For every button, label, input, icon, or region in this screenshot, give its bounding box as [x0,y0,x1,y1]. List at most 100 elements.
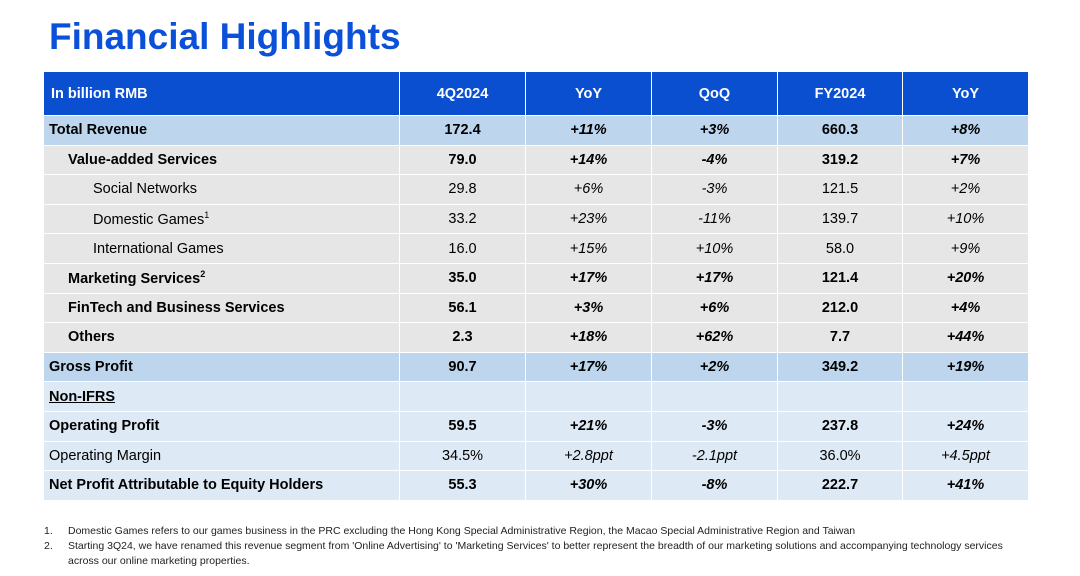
footnote-marker: 1 [204,210,210,221]
header-yoy-quarter: YoY [526,72,652,116]
cell-fy2024: 660.3 [778,116,903,146]
cell-qoq: +62% [652,323,778,353]
header-qoq: QoQ [652,72,778,116]
header-yoy-year: YoY [903,72,1029,116]
row-label: Others [44,323,400,353]
cell-qoq: +17% [652,263,778,294]
cell-qoq: +10% [652,234,778,264]
cell-fy2024: 58.0 [778,234,903,264]
cell-qoq: -8% [652,471,778,501]
cell-4q2024: 59.5 [400,411,526,442]
header-unit: In billion RMB [44,72,400,116]
cell-qoq: -4% [652,145,778,176]
cell-fy2024: 36.0% [778,441,903,472]
footnote-marker: 2 [200,269,206,280]
empty-cell [652,382,778,412]
cell-yoy-year: +44% [903,323,1029,353]
table-header-row: In billion RMB 4Q2024 YoY QoQ FY2024 YoY [44,72,1029,116]
table-row: International Games 16.0 +15% +10% 58.0 … [44,234,1029,264]
table-row: Operating Profit 59.5 +21% -3% 237.8 +24… [44,411,1029,442]
cell-yoy-year: +24% [903,411,1029,442]
cell-yoy-quarter: +21% [526,411,652,442]
row-label: Domestic Games1 [44,204,400,235]
empty-cell [903,382,1029,412]
footnote-2: 2. Starting 3Q24, we have renamed this r… [44,539,1034,569]
cell-fy2024: 139.7 [778,204,903,235]
cell-yoy-quarter: +14% [526,145,652,176]
empty-cell [778,382,903,412]
cell-yoy-quarter: +11% [526,116,652,146]
cell-yoy-quarter: +3% [526,293,652,324]
table-row: Others 2.3 +18% +62% 7.7 +44% [44,323,1029,353]
cell-yoy-quarter: +17% [526,352,652,383]
row-label: International Games [44,234,400,264]
row-label: FinTech and Business Services [44,293,400,324]
cell-fy2024: 319.2 [778,145,903,176]
cell-yoy-quarter: +23% [526,204,652,235]
header-4q2024: 4Q2024 [400,72,526,116]
cell-yoy-year: +2% [903,175,1029,205]
cell-yoy-year: +4% [903,293,1029,324]
table-row: Operating Margin 34.5% +2.8ppt -2.1ppt 3… [44,441,1029,472]
footnote-number: 2. [44,540,53,552]
section-label-text: Non-IFRS [49,388,116,405]
cell-yoy-quarter: +6% [526,175,652,205]
cell-fy2024: 121.4 [778,263,903,294]
row-label-text: Marketing Services [68,271,201,288]
cell-4q2024: 29.8 [400,175,526,205]
cell-yoy-year: +19% [903,352,1029,383]
cell-4q2024: 35.0 [400,263,526,294]
table-row: Value-added Services 79.0 +14% -4% 319.2… [44,145,1029,176]
cell-yoy-year: +9% [903,234,1029,264]
cell-yoy-year: +7% [903,145,1029,176]
cell-4q2024: 79.0 [400,145,526,176]
cell-yoy-quarter: +30% [526,471,652,501]
cell-fy2024: 349.2 [778,352,903,383]
table-row: Social Networks 29.8 +6% -3% 121.5 +2% [44,175,1029,205]
cell-4q2024: 2.3 [400,323,526,353]
cell-yoy-quarter: +18% [526,323,652,353]
table-row: Gross Profit 90.7 +17% +2% 349.2 +19% [44,352,1029,383]
table-row: Marketing Services2 35.0 +17% +17% 121.4… [44,263,1029,294]
cell-4q2024: 55.3 [400,471,526,501]
header-fy2024: FY2024 [778,72,903,116]
page-title: Financial Highlights [49,16,401,57]
row-label: Social Networks [44,175,400,205]
cell-4q2024: 33.2 [400,204,526,235]
footnote-text: Starting 3Q24, we have renamed this reve… [68,540,1003,567]
empty-cell [526,382,652,412]
table-row: Domestic Games1 33.2 +23% -11% 139.7 +10… [44,204,1029,235]
cell-fy2024: 237.8 [778,411,903,442]
row-label: Total Revenue [44,116,400,146]
section-label: Non-IFRS [44,382,400,412]
cell-yoy-year: +8% [903,116,1029,146]
cell-fy2024: 212.0 [778,293,903,324]
cell-4q2024: 90.7 [400,352,526,383]
footnote-text: Domestic Games refers to our games busin… [68,525,856,537]
cell-yoy-year: +41% [903,471,1029,501]
cell-yoy-year: +10% [903,204,1029,235]
financial-table: In billion RMB 4Q2024 YoY QoQ FY2024 YoY… [44,72,1029,501]
cell-qoq: +2% [652,352,778,383]
cell-qoq: -2.1ppt [652,441,778,472]
row-label: Net Profit Attributable to Equity Holder… [44,471,400,501]
row-label: Marketing Services2 [44,263,400,294]
row-label: Gross Profit [44,352,400,383]
cell-yoy-year: +20% [903,263,1029,294]
cell-qoq: +3% [652,116,778,146]
table-section-row: Non-IFRS [44,382,1029,412]
cell-yoy-quarter: +15% [526,234,652,264]
row-label: Value-added Services [44,145,400,176]
cell-yoy-quarter: +2.8ppt [526,441,652,472]
row-label-text: Domestic Games [93,211,205,228]
row-label: Operating Profit [44,411,400,442]
cell-fy2024: 222.7 [778,471,903,501]
footnotes: 1. Domestic Games refers to our games bu… [44,524,1034,569]
cell-yoy-quarter: +17% [526,263,652,294]
cell-4q2024: 34.5% [400,441,526,472]
cell-fy2024: 7.7 [778,323,903,353]
cell-4q2024: 56.1 [400,293,526,324]
cell-4q2024: 172.4 [400,116,526,146]
cell-4q2024: 16.0 [400,234,526,264]
cell-qoq: +6% [652,293,778,324]
